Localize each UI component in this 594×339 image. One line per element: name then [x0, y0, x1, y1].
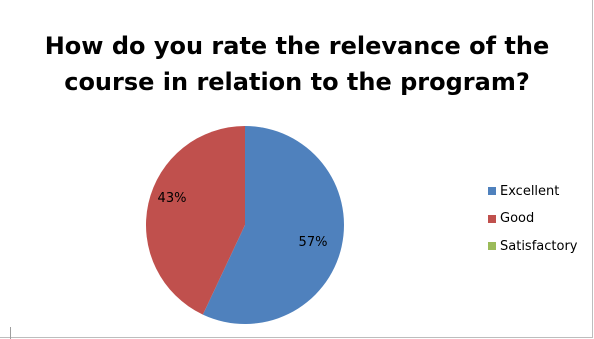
legend-item-excellent: Excellent	[488, 183, 577, 199]
chart-title-line-2: course in relation to the program?	[64, 68, 530, 96]
legend-label-satisfactory: Satisfactory	[500, 238, 578, 254]
frame-left-rule	[10, 327, 11, 339]
legend-item-satisfactory: Satisfactory	[488, 238, 577, 254]
pie-slice-good	[145, 126, 245, 315]
legend-label-excellent: Excellent	[500, 183, 560, 199]
chart-title-line-1: How do you rate the relevance of the	[44, 32, 550, 60]
legend-swatch-good	[488, 214, 496, 223]
chart-title: How do you rate the relevance of the cou…	[0, 28, 594, 100]
pie-label-excellent: 57%	[299, 235, 328, 250]
pie-label-good: 43%	[158, 191, 187, 206]
legend: Excellent Good Satisfactory	[488, 183, 577, 266]
pie-slice-excellent	[202, 126, 344, 324]
legend-swatch-excellent	[488, 187, 496, 195]
legend-item-good: Good	[488, 211, 577, 227]
legend-label-good: Good	[500, 211, 535, 226]
legend-swatch-satisfactory	[488, 242, 496, 250]
